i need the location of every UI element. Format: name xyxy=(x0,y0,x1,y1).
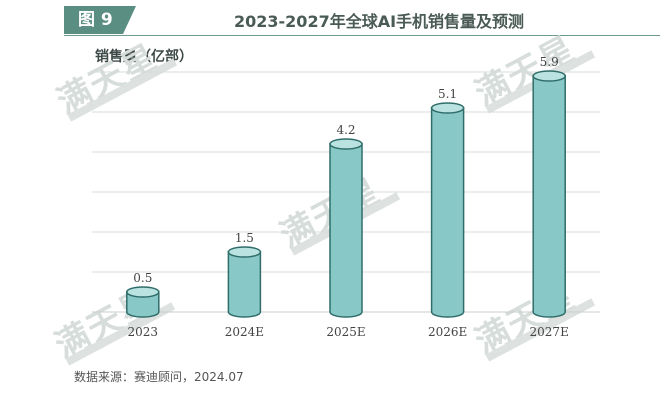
data-label: 0.5 xyxy=(133,271,152,285)
header-divider xyxy=(64,35,660,36)
bar xyxy=(532,75,566,318)
figure-label: 图 9 xyxy=(64,6,136,34)
chart-title: 2023-2027年全球AI手机销售量及预测 xyxy=(234,12,525,31)
bar-top xyxy=(227,246,262,258)
bar-top xyxy=(532,70,566,82)
data-label: 5.9 xyxy=(540,55,559,69)
bar-top xyxy=(126,286,160,298)
bar xyxy=(227,251,262,318)
x-tick-label: 2024E xyxy=(225,325,264,339)
data-label: 5.1 xyxy=(438,87,457,101)
bar-top xyxy=(430,102,465,114)
data-label: 4.2 xyxy=(336,123,355,137)
bar xyxy=(430,107,465,318)
bar xyxy=(126,291,160,318)
x-tick-label: 2027E xyxy=(530,325,569,339)
figure-header: 图 9 2023-2027年全球AI手机销售量及预测 xyxy=(64,6,660,36)
bar xyxy=(329,143,363,318)
x-tick-label: 2023 xyxy=(128,325,159,339)
data-label: 1.5 xyxy=(235,231,254,245)
data-source-note: 数据来源：赛迪顾问，2024.07 xyxy=(74,370,244,384)
x-tick-label: 2025E xyxy=(326,325,365,339)
x-tick-label: 2026E xyxy=(428,325,467,339)
bar-top xyxy=(329,138,363,150)
